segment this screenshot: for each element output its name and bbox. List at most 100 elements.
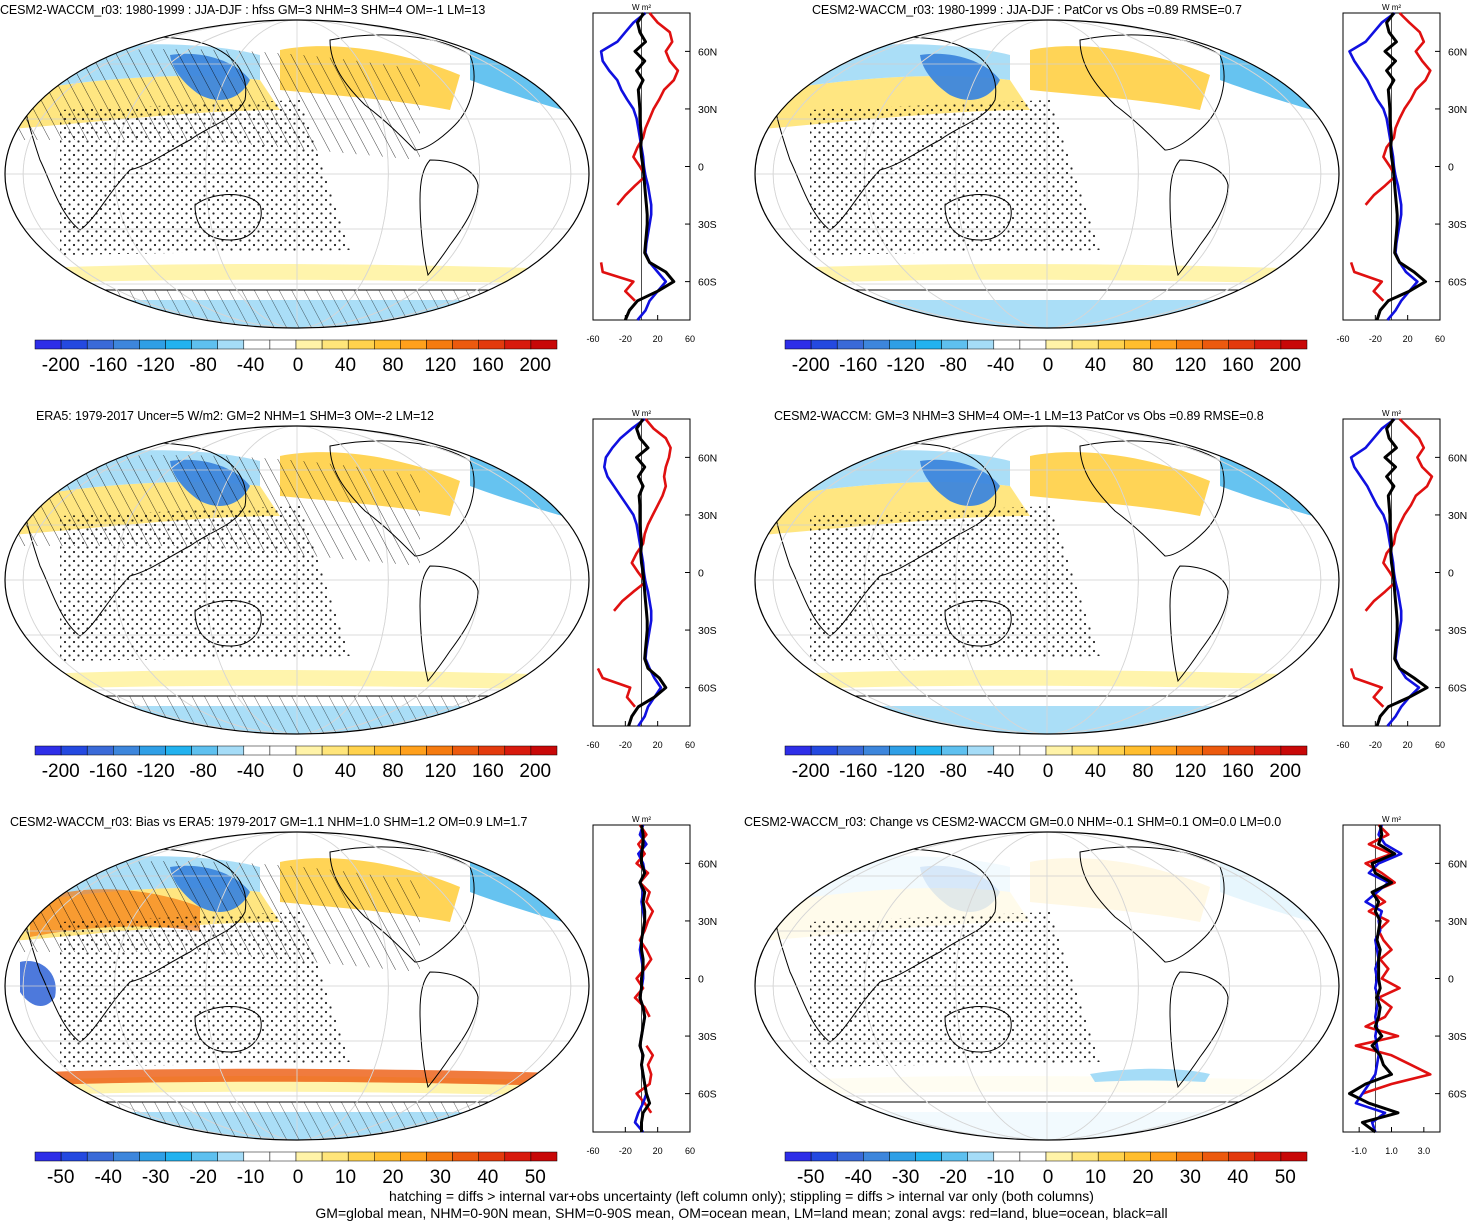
latitude-label: 0 xyxy=(1448,162,1454,174)
footer-note-means: GM=global mean, NHM=0-90N mean, SHM=0-90… xyxy=(0,1205,1483,1222)
colorbar-box xyxy=(113,1152,139,1161)
colorbar-box xyxy=(994,746,1020,755)
zonal-unit-label: W m² xyxy=(632,3,651,12)
colorbar-box xyxy=(61,746,87,755)
colorbar-box xyxy=(61,340,87,349)
colorbar-box xyxy=(863,1152,889,1161)
colorbar-tick-label: 40 xyxy=(335,355,356,376)
colorbar-box xyxy=(889,340,915,349)
colorbar-box xyxy=(1229,746,1255,755)
colorbar-box xyxy=(1281,746,1307,755)
x-tick-label: 60 xyxy=(685,740,695,750)
colorbar-box xyxy=(139,746,165,755)
x-tick-label: -20 xyxy=(1369,334,1382,344)
hatching xyxy=(0,1102,600,1152)
colorbar-box xyxy=(35,746,61,755)
colorbar-box xyxy=(1203,340,1229,349)
colorbar-tick-label: 10 xyxy=(1085,1167,1106,1188)
latitude-label: 60S xyxy=(698,277,717,289)
colorbar-box xyxy=(916,340,942,349)
x-tick-label: -60 xyxy=(1336,740,1349,750)
colorbar-tick-label: -160 xyxy=(839,761,877,782)
colorbar-box xyxy=(811,340,837,349)
colorbar-tick-label: 40 xyxy=(1227,1167,1248,1188)
footer-note-hatching: hatching = diffs > internal var+obs unce… xyxy=(0,1188,1483,1205)
colorbar-tick-label: -160 xyxy=(89,761,127,782)
colorbar-box xyxy=(296,1152,322,1161)
latitude-label: 30S xyxy=(1448,625,1467,637)
colorbar-box xyxy=(968,746,994,755)
colorbar-tick-label: 50 xyxy=(1275,1167,1296,1188)
colorbar-tick-label: -80 xyxy=(189,761,216,782)
x-tick-label: 20 xyxy=(653,740,663,750)
colorbar-box xyxy=(1281,1152,1307,1161)
colorbar-box xyxy=(348,1152,374,1161)
latitude-label: 0 xyxy=(698,974,704,986)
zonal-unit-label: W m² xyxy=(1382,815,1401,824)
colorbar-tick-label: 160 xyxy=(472,761,504,782)
land-zonal-line xyxy=(1356,825,1430,1094)
colorbar-box xyxy=(427,340,453,349)
all-zonal-line xyxy=(625,13,674,320)
colorbar-box xyxy=(374,746,400,755)
colorbar-box xyxy=(811,1152,837,1161)
colorbar-box xyxy=(837,1152,863,1161)
colorbar-tick-label: 0 xyxy=(293,355,304,376)
latitude-label: 0 xyxy=(1448,568,1454,580)
negative-region xyxy=(745,300,1350,340)
latitude-label: 60N xyxy=(698,46,717,58)
colorbar-box xyxy=(1020,340,1046,349)
colorbar-tick-label: 120 xyxy=(425,355,457,376)
colorbar-box xyxy=(994,1152,1020,1161)
colorbar-tick-label: 160 xyxy=(472,355,504,376)
colorbar-tick-label: -200 xyxy=(792,355,830,376)
colorbar-box xyxy=(322,1152,348,1161)
colorbar-tick-label: -80 xyxy=(939,355,966,376)
colorbar-box xyxy=(192,340,218,349)
colorbar-tick-label: 120 xyxy=(425,761,457,782)
colorbar-box xyxy=(1072,1152,1098,1161)
colorbar-box xyxy=(296,746,322,755)
colorbar-box xyxy=(270,746,296,755)
colorbar-box xyxy=(1098,746,1124,755)
colorbar-box xyxy=(1229,340,1255,349)
colorbar-tick-label: 160 xyxy=(1222,761,1254,782)
all-zonal-line xyxy=(629,419,666,726)
colorbar-tick-label: -40 xyxy=(237,355,264,376)
x-tick-label: -60 xyxy=(586,1146,599,1156)
colorbar-box xyxy=(942,340,968,349)
colorbar-tick-label: 0 xyxy=(1043,1167,1054,1188)
colorbar-tick-label: -120 xyxy=(137,761,175,782)
colorbar-box xyxy=(322,746,348,755)
colorbar-box xyxy=(994,340,1020,349)
colorbar-tick-label: 80 xyxy=(382,761,403,782)
colorbar-box xyxy=(1098,340,1124,349)
x-tick-label: -60 xyxy=(1336,334,1349,344)
colorbar-box xyxy=(218,1152,244,1161)
colorbar-box xyxy=(192,1152,218,1161)
latitude-label: 60N xyxy=(698,452,717,464)
latitude-label: 60S xyxy=(698,1089,717,1101)
colorbar-tick-label: -120 xyxy=(887,761,925,782)
colorbar-tick-label: 80 xyxy=(1132,355,1153,376)
latitude-label: 60N xyxy=(1448,46,1467,58)
colorbar-box xyxy=(1020,746,1046,755)
colorbar-tick-label: -40 xyxy=(844,1167,871,1188)
colorbar-box xyxy=(427,1152,453,1161)
colorbar-box xyxy=(837,340,863,349)
colorbar-tick-label: -30 xyxy=(142,1167,169,1188)
colorbar-box xyxy=(1072,340,1098,349)
colorbar-tick-label: 40 xyxy=(1085,761,1106,782)
x-tick-label: -60 xyxy=(586,334,599,344)
zonal-unit-label: W m² xyxy=(632,409,651,418)
